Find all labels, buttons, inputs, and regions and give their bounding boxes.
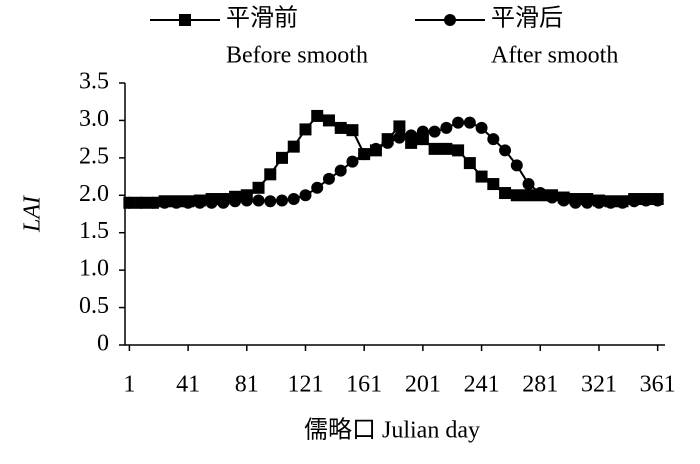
y-tick-label: 3.0 [79,106,109,132]
point [592,196,605,209]
point [311,181,324,194]
point [123,196,136,209]
point [299,123,312,136]
point [463,157,476,170]
point [522,178,535,191]
point [510,159,523,172]
x-tick-label: 81 [235,372,259,398]
y-tick-label: 0.5 [79,293,109,319]
point [499,144,512,157]
point [146,196,159,209]
point [651,194,664,207]
point [346,124,359,137]
point [170,196,183,209]
point [393,120,406,133]
y-tick-label: 1.0 [79,256,109,282]
x-tick-label: 361 [640,372,676,398]
point [358,148,371,161]
point [334,121,347,134]
x-tick-label: 41 [176,372,200,398]
y-tick-label: 0 [97,331,109,357]
point [416,125,429,138]
point [487,178,500,191]
point [240,194,253,207]
x-tick-label: 201 [405,372,441,398]
point [475,170,488,183]
point [604,196,617,209]
point [475,121,488,134]
point [639,194,652,207]
legend-marker [444,14,456,26]
legend-marker [179,14,191,26]
legend-label-en: Before smooth [226,43,368,69]
point [252,194,265,207]
point [381,136,394,149]
point [276,151,289,164]
point [440,121,453,134]
point [616,196,629,209]
legend-label: 平滑后 [491,5,563,32]
point [557,194,570,207]
x-tick-label: 1 [123,372,135,398]
point [334,164,347,177]
point [299,189,312,202]
point [322,114,335,127]
y-tick-label: 2.0 [79,181,109,207]
point [499,187,512,200]
point [487,133,500,146]
point [440,142,453,155]
point [264,168,277,181]
point [193,196,206,209]
point [287,193,300,206]
point [534,187,547,200]
point [510,189,523,202]
point [463,116,476,129]
y-tick-label: 3.5 [79,69,109,95]
point [346,155,359,168]
point [287,140,300,153]
point [217,196,230,209]
point [628,195,641,208]
x-tick-label: 241 [464,372,500,398]
point [158,196,171,209]
y-tick-label: 1.5 [79,218,109,244]
point [322,172,335,185]
point [229,195,242,208]
point [546,191,559,204]
x-tick-label: 161 [346,372,382,398]
y-axis-label: LAI [20,195,46,233]
point [452,116,465,129]
y-tick-label: 2.5 [79,143,109,169]
point [569,196,582,209]
point [428,142,441,155]
point [428,125,441,138]
point [205,196,218,209]
point [264,195,277,208]
point [581,196,594,209]
x-tick-label: 321 [581,372,617,398]
point [135,196,148,209]
point [393,131,406,144]
point [252,181,265,194]
point [522,189,535,202]
x-axis-label: 儒略口 Julian day [304,417,480,444]
point [452,144,465,157]
x-tick-label: 281 [522,372,558,398]
legend-label: 平滑前 [226,5,298,32]
legend-label-en: After smooth [491,43,618,69]
point [276,194,289,207]
x-tick-label: 121 [287,372,323,398]
point [369,142,382,155]
point [311,109,324,122]
point [182,196,195,209]
point [405,129,418,142]
